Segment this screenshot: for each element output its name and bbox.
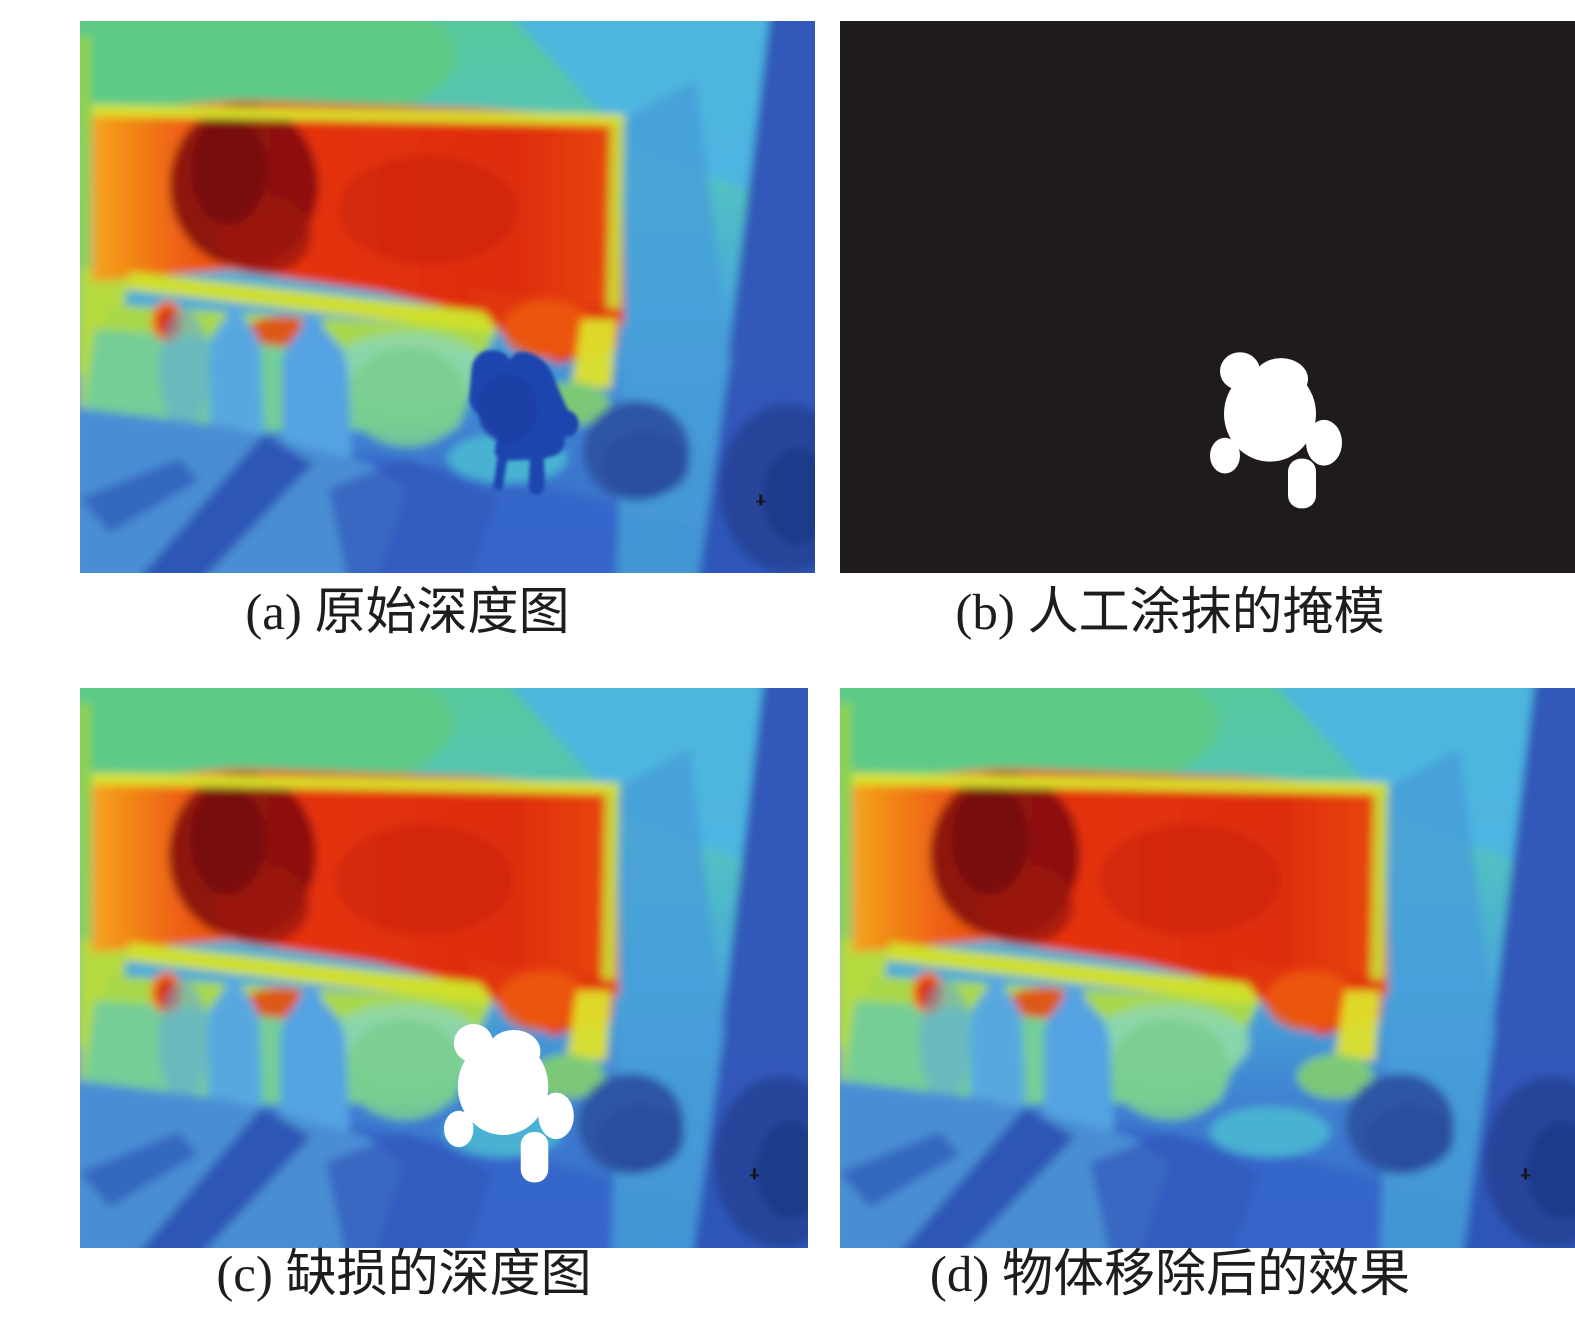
caption-b: (b) 人工涂抹的掩模 [955,585,1385,641]
panel-a-original-depth-map [80,21,815,573]
panel-b-painted-mask [840,21,1575,573]
caption-d: (d) 物体移除后的效果 [929,1247,1411,1303]
caption-a: (a) 原始深度图 [245,585,570,641]
depth-map-a-image [80,21,815,573]
depth-map-c-image [80,688,808,1248]
caption-c: (c) 缺损的深度图 [216,1247,592,1303]
depth-map-d-image [840,688,1575,1248]
panel-d-object-removed-depth-map [840,688,1575,1248]
mask-b-image [840,21,1575,573]
panel-c-damaged-depth-map [80,688,808,1248]
